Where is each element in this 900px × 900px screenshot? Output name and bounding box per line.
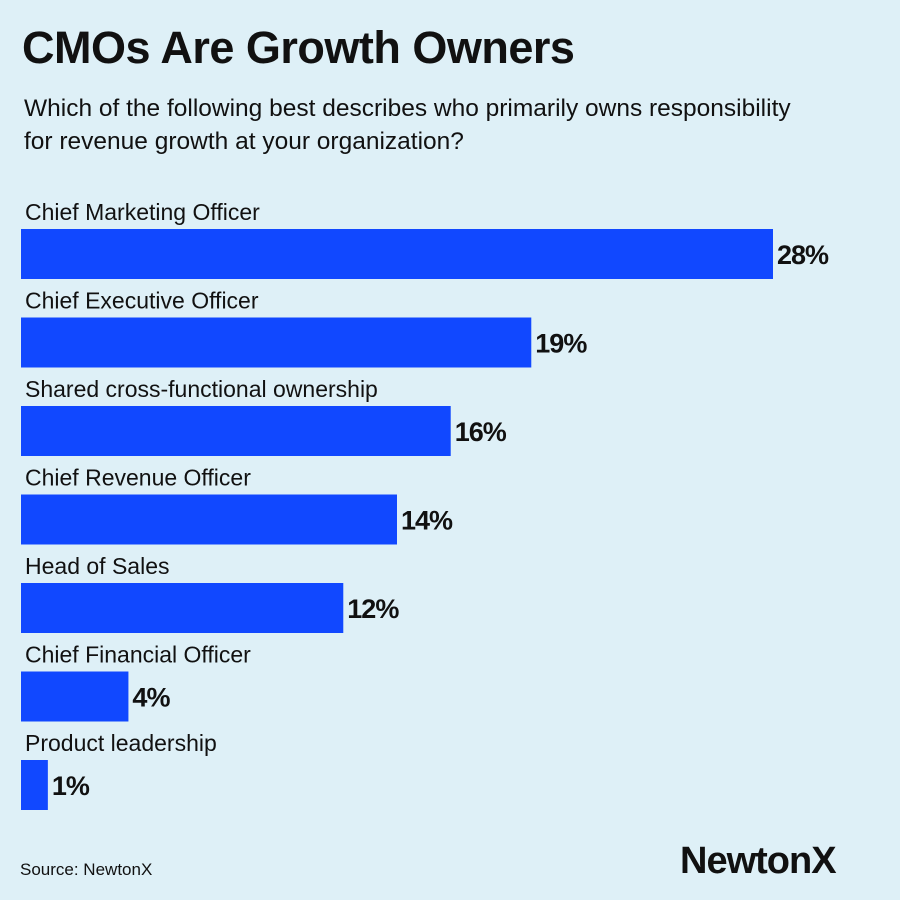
bar (21, 317, 532, 368)
category-label: Shared cross-functional ownership (25, 376, 378, 402)
value-label: 19% (535, 329, 587, 359)
bar (21, 229, 773, 279)
category-label: Chief Financial Officer (25, 642, 251, 668)
bar (21, 494, 397, 545)
newtonx-logo: NewtonX (680, 840, 837, 882)
value-label: 1% (52, 771, 90, 801)
value-label: 16% (455, 417, 507, 447)
bar (21, 406, 451, 456)
bar (21, 760, 48, 810)
category-label: Product leadership (25, 730, 217, 756)
bar (21, 671, 129, 722)
chart-subtitle: Which of the following best describes wh… (24, 95, 791, 155)
value-label: 28% (777, 240, 829, 270)
category-label: Chief Executive Officer (25, 288, 259, 314)
bar (21, 583, 344, 633)
category-label: Head of Sales (25, 553, 169, 579)
source-note: Source: NewtonX (20, 860, 153, 879)
value-label: 4% (132, 683, 170, 713)
chart-title: CMOs Are Growth Owners (22, 22, 575, 73)
value-label: 14% (401, 506, 453, 536)
category-label: Chief Marketing Officer (25, 199, 260, 225)
category-label: Chief Revenue Officer (25, 465, 251, 491)
value-label: 12% (347, 594, 399, 624)
